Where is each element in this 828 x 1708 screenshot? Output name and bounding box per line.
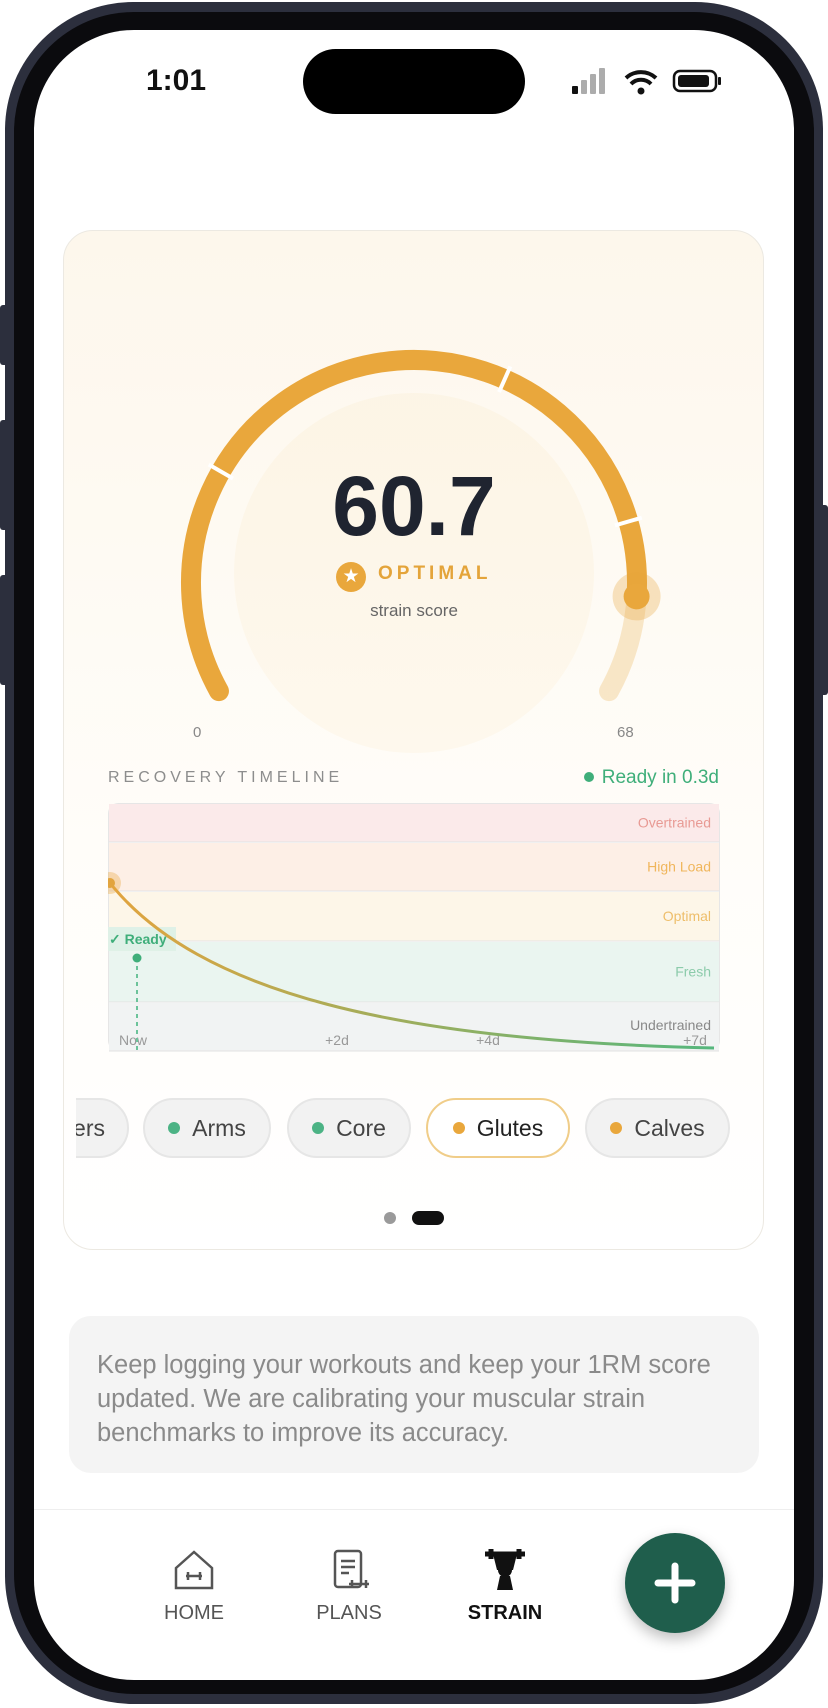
side-button — [820, 505, 828, 695]
nav-divider — [34, 1509, 794, 1510]
ready-status: Ready in 0.3d — [584, 767, 719, 789]
muscle-chips: ers Arms Core Glutes Calves — [76, 1096, 762, 1160]
plus-icon — [654, 1562, 696, 1604]
x-label: +4d — [476, 1032, 500, 1048]
chip-label: ers — [76, 1114, 105, 1141]
curve-start — [108, 878, 115, 888]
zone-label: Fresh — [675, 964, 711, 980]
nav-icon — [174, 1550, 214, 1590]
side-button — [0, 575, 8, 685]
ready-marker: ✓ Ready — [109, 931, 167, 947]
status-icons — [572, 68, 721, 95]
nav-label: STRAIN — [467, 1602, 543, 1624]
zone-band — [109, 843, 719, 891]
nav-item[interactable]: HOME — [129, 1546, 259, 1625]
chip-label: Glutes — [476, 1114, 544, 1141]
muscle-chip[interactable]: Arms — [143, 1098, 271, 1158]
gauge-glow — [234, 393, 594, 753]
zone-label: Optimal — [663, 908, 711, 924]
zone-label: Overtrained — [638, 815, 711, 831]
chip-label: Calves — [634, 1114, 705, 1141]
status-label: OPTIMAL — [378, 563, 492, 584]
zone-label: Undertrained — [630, 1017, 711, 1033]
gauge-min: 0 — [193, 724, 202, 741]
muscle-chip[interactable]: Glutes — [426, 1098, 570, 1158]
nav-label: HOME — [164, 1602, 224, 1624]
zone-band — [109, 942, 719, 1002]
strain-value: 60.7 — [332, 459, 496, 553]
nav-item[interactable]: PLANS — [284, 1546, 414, 1625]
info-box: Keep logging your workouts and keep your… — [69, 1316, 759, 1473]
nav-icon — [333, 1549, 369, 1589]
gauge-divider — [497, 365, 513, 393]
recovery-chart: Overtrained High Load Optimal Fresh Undertra… — [108, 803, 720, 1052]
nav-icon — [485, 1549, 525, 1590]
nav-item[interactable]: STRAIN — [440, 1546, 570, 1625]
chip-dot — [610, 1122, 623, 1134]
ready-dot — [132, 953, 142, 963]
add-button[interactable] — [625, 1533, 725, 1633]
chip-label: Core — [336, 1114, 386, 1141]
muscle-chip[interactable]: ers — [76, 1098, 129, 1158]
nav-label: PLANS — [316, 1602, 382, 1624]
gauge-max: 68 — [617, 724, 634, 741]
zone-band — [109, 892, 719, 941]
status-icon: ★ — [336, 562, 366, 592]
strain-card — [63, 230, 764, 1250]
x-label: +2d — [325, 1032, 349, 1048]
side-button — [0, 305, 8, 365]
chip-dot — [168, 1122, 181, 1134]
page-dot-active — [412, 1211, 444, 1225]
x-label: Now — [119, 1032, 148, 1048]
timeline-title: RECOVERY TIMELINE — [108, 769, 344, 786]
x-label: +7d — [683, 1032, 707, 1048]
chip-dot — [312, 1122, 325, 1134]
chip-dot — [452, 1122, 465, 1134]
gauge-caption: strain score — [370, 601, 458, 620]
zone-band — [109, 804, 719, 842]
clock: 1:01 — [146, 64, 207, 97]
recovery-curve — [108, 882, 715, 1050]
muscle-chip[interactable]: Calves — [585, 1098, 730, 1158]
page-dot — [384, 1212, 396, 1224]
gauge-divider — [614, 515, 643, 528]
gauge-knob — [623, 583, 650, 610]
chip-label: Arms — [192, 1114, 246, 1141]
dynamic-island — [303, 49, 525, 114]
side-button — [0, 420, 8, 530]
zone-label: High Load — [647, 859, 711, 875]
gauge — [181, 350, 661, 753]
ready-tag — [108, 927, 176, 951]
muscle-chip[interactable]: Core — [287, 1098, 411, 1158]
gauge-fill — [181, 350, 647, 702]
gauge-divider — [207, 462, 235, 481]
